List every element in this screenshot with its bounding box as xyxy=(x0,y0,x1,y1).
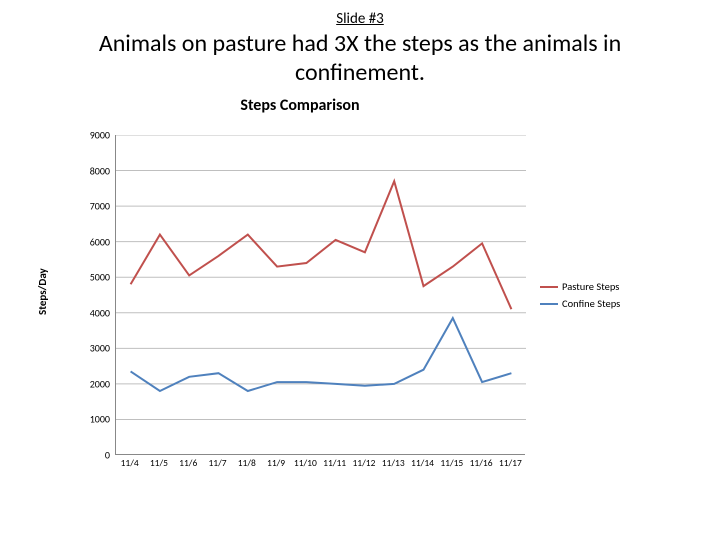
x-tick-label: 11/14 xyxy=(411,457,434,469)
line-confine-steps xyxy=(131,318,512,391)
x-tick-label: 11/10 xyxy=(294,457,317,469)
x-tick-label: 11/11 xyxy=(323,457,346,469)
legend-swatch xyxy=(540,303,558,305)
x-axis-ticks: 11/4 11/5 11/6 11/7 11/8 11/9 11/10 11/11 11/12 1… xyxy=(115,457,525,477)
y-tick-label: 8000 xyxy=(70,164,110,177)
x-tick-label: 11/13 xyxy=(382,457,405,469)
plot-area xyxy=(115,135,525,455)
y-tick-label: 9000 xyxy=(70,129,110,142)
slide-number-label: Slide #3 xyxy=(0,0,720,28)
x-tick-label: 11/7 xyxy=(208,457,226,469)
x-tick-label: 11/5 xyxy=(150,457,168,469)
y-axis-ticks: 0100020003000400050006000700080009000 xyxy=(70,135,110,455)
y-axis-label: Steps/Day xyxy=(36,268,49,315)
legend-swatch xyxy=(540,286,558,288)
y-tick-label: 2000 xyxy=(70,377,110,390)
legend-label: Pasture Steps xyxy=(562,280,619,293)
chart-title: Steps Comparison xyxy=(0,96,720,115)
x-tick-label: 11/9 xyxy=(267,457,285,469)
y-tick-label: 3000 xyxy=(70,342,110,355)
x-tick-label: 11/17 xyxy=(499,457,522,469)
y-tick-label: 1000 xyxy=(70,413,110,426)
x-tick-label: 11/4 xyxy=(121,457,139,469)
x-tick-label: 11/8 xyxy=(238,457,256,469)
y-tick-label: 5000 xyxy=(70,271,110,284)
x-tick-label: 11/16 xyxy=(470,457,493,469)
x-tick-label: 11/12 xyxy=(352,457,375,469)
y-tick-label: 4000 xyxy=(70,306,110,319)
legend-label: Confine Steps xyxy=(562,297,620,310)
x-tick-label: 11/15 xyxy=(440,457,463,469)
line-pasture-steps xyxy=(131,181,512,309)
chart-container: Steps/Day 0 1000 2000 3000 4000 5000 6000 7000 8… xyxy=(30,135,690,525)
legend-item: Pasture Steps xyxy=(540,280,620,293)
x-tick-label: 11/6 xyxy=(179,457,197,469)
y-tick-label: 7000 xyxy=(70,200,110,213)
y-tick-label: 0 xyxy=(70,449,110,462)
legend-item: Confine Steps xyxy=(540,297,620,310)
y-tick-label: 6000 xyxy=(70,235,110,248)
chart-legend: Pasture Steps Confine Steps xyxy=(540,280,620,314)
slide-headline: Animals on pasture had 3X the steps as t… xyxy=(0,28,720,96)
